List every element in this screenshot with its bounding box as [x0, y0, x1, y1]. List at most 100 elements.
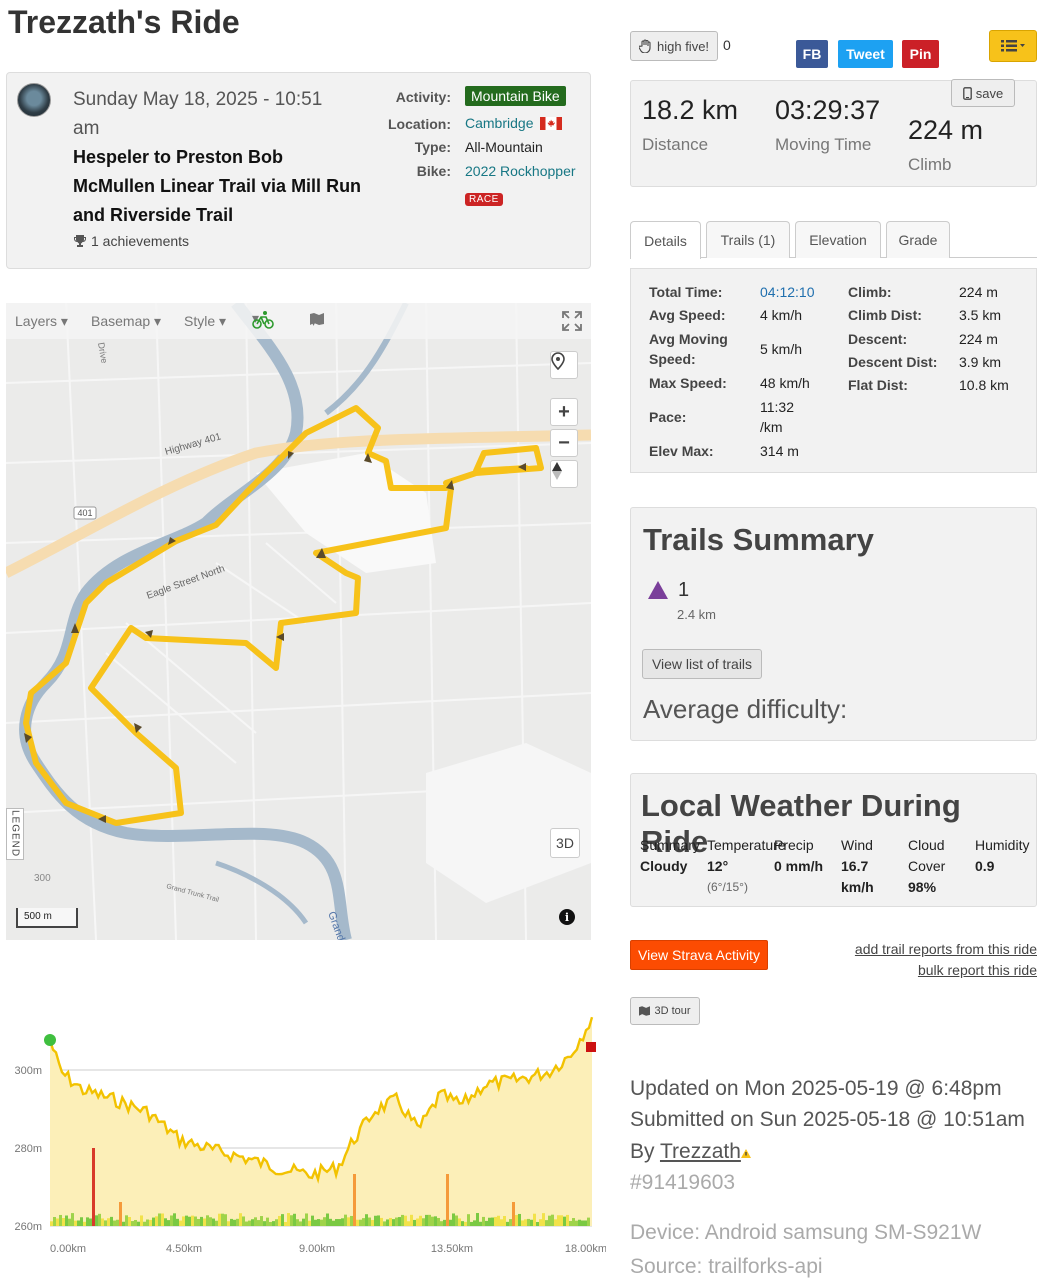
grade-bar [134, 1219, 137, 1226]
view-strava-button[interactable]: View Strava Activity [630, 940, 768, 970]
drive-label: Drive [96, 342, 109, 364]
elevation-profile[interactable]: 300m 280m 260m 0.00km 4.50km 9.00km 13.5… [6, 1000, 606, 1275]
locate-button[interactable] [550, 351, 578, 379]
grade-bar [215, 1220, 218, 1226]
3d-tour-button[interactable]: 3D tour [630, 997, 700, 1025]
author-link[interactable]: Trezzath [659, 1140, 741, 1163]
grade-bar [326, 1213, 329, 1226]
grade-bar [200, 1216, 203, 1226]
grade-bar [560, 1215, 563, 1226]
compass-button[interactable] [550, 460, 578, 488]
grade-bar [545, 1220, 548, 1226]
grade-bar [275, 1219, 278, 1226]
grade-bar [239, 1213, 242, 1226]
basemap-dropdown[interactable]: Basemap ▾ [91, 313, 162, 329]
grade-bar [434, 1216, 437, 1226]
grade-bar [443, 1219, 446, 1226]
grade-bar [164, 1218, 167, 1226]
map-toolbar: Layers ▾ Basemap ▾ Style ▾ ▾ ▾ [6, 303, 591, 339]
grade-bar [299, 1221, 302, 1226]
phone-icon [962, 86, 972, 100]
save-button[interactable]: save [951, 79, 1015, 107]
grade-bar [476, 1213, 479, 1226]
race-badge: RACE [465, 193, 503, 206]
grade-bar [500, 1219, 503, 1226]
tweet-button[interactable]: Tweet [838, 40, 893, 68]
grade-bar [317, 1219, 320, 1226]
ride-date: Sunday May 18, 2025 - 10:51 am [73, 89, 323, 139]
grade-bar [524, 1219, 527, 1226]
total-time-value[interactable]: 04:12:10 [760, 284, 815, 300]
updated-date: Updated on Mon 2025-05-19 @ 6:48pm [630, 1077, 1002, 1100]
zoom-out-button[interactable]: − [550, 429, 578, 457]
distance-value: 18.2 km [642, 95, 739, 125]
tab-trails[interactable]: Trails (1) [706, 221, 790, 258]
style-dropdown[interactable]: Style ▾ [184, 313, 227, 329]
list-icon [1001, 40, 1025, 52]
add-trail-reports-link[interactable]: add trail reports from this ride [854, 941, 1037, 957]
grade-bar [422, 1218, 425, 1226]
grade-bar [377, 1215, 380, 1226]
tab-details[interactable]: Details [630, 221, 701, 259]
grade-bar [506, 1221, 509, 1226]
location-link[interactable]: Cambridge [465, 115, 563, 131]
high-five-button[interactable]: high five! [630, 31, 719, 61]
x-tick-1: 4.50km [166, 1243, 202, 1255]
weather-precip-value: 0 mm/h [774, 858, 824, 874]
climb-dist-value: 3.5 km [959, 307, 1002, 323]
x-tick-4: 18.00km [565, 1243, 606, 1255]
total-time-label: Total Time: [649, 284, 723, 300]
bike-link[interactable]: 2022 Rockhopper [465, 163, 576, 179]
info-icon[interactable]: i [559, 909, 575, 925]
grade-bar [536, 1221, 539, 1226]
map[interactable]: 401 Highway 401 Eagle Street North Drive… [6, 303, 591, 940]
weather-temp-label: Temperature [707, 837, 786, 853]
x-tick-2: 9.00km [299, 1243, 335, 1255]
grade-bar [569, 1220, 572, 1226]
achievements[interactable]: 1 achievements [73, 233, 189, 249]
grade-bar [335, 1219, 338, 1226]
grade-bar [89, 1218, 92, 1226]
location-pin-icon [551, 352, 565, 370]
bike-layer-dropdown[interactable]: ▾ [252, 310, 274, 329]
type-value: All-Mountain [465, 139, 543, 155]
view-trails-button[interactable]: View list of trails [642, 649, 762, 679]
max-speed-label: Max Speed: [649, 375, 727, 391]
x-tick-3: 13.50km [431, 1243, 473, 1255]
layers-dropdown[interactable]: Layers ▾ [15, 313, 68, 329]
map-icon [310, 313, 324, 325]
submitted-date: Submitted on Sun 2025-05-18 @ 10:51am [630, 1108, 1025, 1131]
grade-bar [533, 1213, 536, 1226]
pinterest-button[interactable]: Pin [902, 40, 939, 68]
facebook-button[interactable]: FB [796, 40, 828, 68]
grade-bar [251, 1219, 254, 1226]
grade-bar [71, 1213, 74, 1226]
legend-tab[interactable]: LEGEND [6, 808, 24, 860]
grade-bar [389, 1217, 392, 1226]
ride-id: #91419603 [630, 1171, 736, 1194]
bulk-report-link[interactable]: bulk report this ride [917, 962, 1037, 978]
map-canvas[interactable]: 401 Highway 401 Eagle Street North Drive… [6, 303, 591, 940]
avatar[interactable] [17, 83, 51, 117]
options-menu-button[interactable] [989, 30, 1037, 62]
fullscreen-icon [562, 311, 582, 331]
grade-bar [227, 1221, 230, 1226]
warning-icon [740, 1149, 751, 1158]
grade-bar [296, 1219, 299, 1226]
trophy-icon [74, 235, 86, 247]
source-info: Source: trailforks-api [630, 1255, 823, 1278]
end-marker [586, 1042, 596, 1052]
zoom-in-button[interactable]: + [550, 398, 578, 426]
pace-value: 11:32 /km [760, 399, 794, 435]
climb-dist-label: Climb Dist: [848, 307, 922, 323]
grade-bar [347, 1217, 350, 1226]
ride-info-card: Sunday May 18, 2025 - 10:51 am Hespeler … [6, 72, 591, 269]
grade-bar [512, 1202, 515, 1226]
tab-grade[interactable]: Grade [886, 221, 950, 258]
grade-bar [101, 1218, 104, 1226]
grade-bar [338, 1219, 341, 1226]
tab-elevation[interactable]: Elevation [795, 221, 881, 258]
activity-badge[interactable]: Mountain Bike [465, 86, 566, 106]
map-view-dropdown[interactable]: ▾ [310, 313, 324, 330]
3d-button[interactable]: 3D [550, 828, 580, 858]
